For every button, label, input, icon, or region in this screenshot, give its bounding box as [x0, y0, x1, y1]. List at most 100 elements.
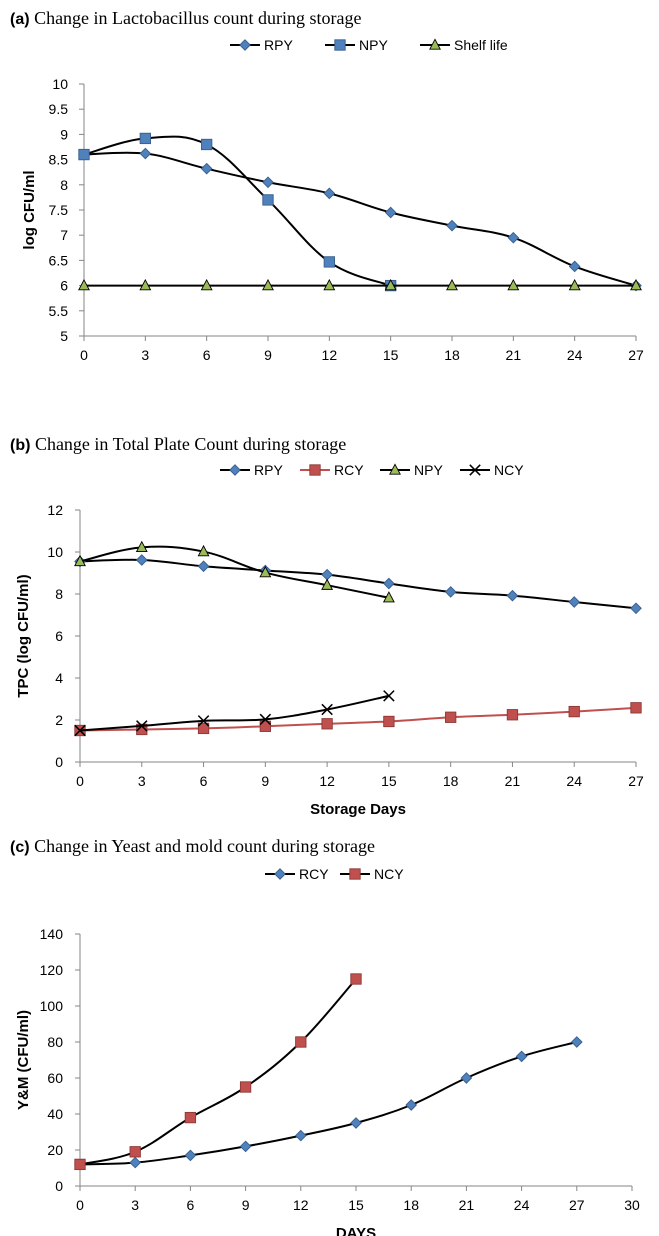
- x-axis-label: Storage Days: [310, 801, 406, 818]
- chart-title-text: Change in Lactobacillus count during sto…: [30, 8, 362, 28]
- data-point: [139, 132, 151, 145]
- x-axis-label: DAYS: [336, 1225, 376, 1236]
- x-tick-label: 15: [348, 1197, 364, 1213]
- y-tick-label: 0: [55, 754, 63, 770]
- data-point: [350, 1117, 362, 1129]
- data-point: [239, 1081, 252, 1093]
- y-axis-label: TPC (log CFU/ml): [15, 574, 32, 697]
- legend-label: RCY: [334, 462, 364, 478]
- data-point: [382, 591, 395, 603]
- legend-marker: [389, 463, 401, 475]
- data-point: [446, 278, 458, 291]
- chart-title: (a) Change in Lactobacillus count during…: [10, 8, 361, 28]
- legend-item: RCY: [265, 866, 329, 882]
- data-point: [184, 1111, 197, 1124]
- data-point: [135, 540, 148, 553]
- legend-label: NPY: [414, 462, 443, 478]
- chart-title: (b) Change in Total Plate Count during s…: [10, 434, 346, 454]
- y-tick-label: 8: [55, 586, 63, 602]
- chart-panel-a: (a) Change in Lactobacillus count during…: [0, 0, 659, 360]
- data-point: [506, 709, 519, 721]
- series-line: [79, 694, 390, 732]
- x-tick-label: 24: [567, 347, 583, 360]
- legend-item: NCY: [340, 866, 404, 882]
- series-ncy: [74, 690, 395, 737]
- legend-label: Shelf life: [454, 37, 508, 53]
- y-tick-label: 120: [40, 962, 64, 978]
- data-point: [262, 194, 274, 206]
- data-point: [129, 1156, 142, 1169]
- data-point: [136, 723, 148, 736]
- data-point: [570, 1036, 583, 1048]
- series-line: [83, 135, 392, 287]
- panel-label: (b): [10, 437, 30, 454]
- y-tick-label: 5.5: [49, 303, 69, 319]
- panel-label: (c): [10, 839, 30, 856]
- data-point: [74, 1158, 86, 1171]
- series-line: [79, 558, 637, 610]
- x-tick-label: 30: [624, 1197, 640, 1213]
- x-tick-label: 24: [514, 1197, 530, 1213]
- y-tick-label: 7.5: [49, 202, 69, 218]
- x-tick-label: 6: [187, 1197, 195, 1213]
- x-tick-label: 12: [322, 347, 338, 360]
- data-point: [384, 278, 397, 291]
- data-point: [446, 219, 458, 232]
- data-point: [78, 278, 90, 291]
- data-point: [74, 724, 86, 737]
- y-tick-label: 8: [60, 177, 68, 193]
- data-point: [568, 278, 581, 291]
- data-point: [507, 278, 520, 291]
- data-point: [262, 176, 274, 189]
- data-point: [568, 596, 581, 608]
- data-point: [201, 138, 213, 151]
- x-tick-label: 21: [506, 347, 522, 360]
- data-point: [184, 1149, 197, 1162]
- y-axis-label: Y&M (CFU/ml): [15, 1010, 32, 1110]
- series-npy: [74, 540, 395, 603]
- x-tick-label: 6: [203, 347, 211, 360]
- x-tick-label: 18: [403, 1197, 419, 1213]
- panel-label: (a): [10, 11, 30, 28]
- x-tick-label: 15: [383, 347, 399, 360]
- x-tick-label: 12: [293, 1197, 309, 1213]
- y-tick-label: 80: [47, 1034, 63, 1050]
- yeast-mold-chart: (c) Change in Yeast and mold count durin…: [10, 836, 640, 1236]
- y-tick-label: 20: [47, 1142, 63, 1158]
- y-tick-label: 140: [40, 926, 64, 942]
- y-tick-label: 0: [55, 1178, 63, 1194]
- series-line: [83, 151, 637, 287]
- data-point: [197, 715, 210, 727]
- y-tick-label: 10: [47, 544, 63, 560]
- chart-title-text: Change in Yeast and mold count during st…: [30, 836, 375, 856]
- chart-title: (c) Change in Yeast and mold count durin…: [10, 836, 375, 856]
- legend-label: RPY: [254, 462, 283, 478]
- legend-marker: [349, 868, 361, 880]
- legend-marker: [309, 464, 321, 476]
- data-point: [323, 256, 335, 268]
- x-tick-label: 21: [459, 1197, 475, 1213]
- y-tick-label: 60: [47, 1070, 63, 1086]
- legend-item: RPY: [230, 37, 293, 53]
- x-tick-label: 3: [131, 1197, 139, 1213]
- data-point: [139, 278, 152, 291]
- legend-marker: [229, 464, 241, 476]
- x-tick-label: 21: [505, 773, 521, 789]
- data-point: [568, 260, 581, 273]
- data-point: [507, 231, 520, 244]
- data-point: [321, 568, 333, 581]
- data-point: [259, 720, 271, 732]
- legend-item: NCY: [460, 462, 524, 478]
- data-point: [444, 586, 457, 598]
- data-point: [259, 713, 272, 726]
- series-rpy: [74, 554, 642, 615]
- x-tick-label: 27: [628, 347, 644, 360]
- legend-item: RPY: [220, 462, 283, 478]
- y-tick-label: 40: [47, 1106, 63, 1122]
- legend-marker: [274, 868, 286, 880]
- x-tick-label: 9: [261, 773, 269, 789]
- data-point: [445, 711, 457, 723]
- legend-label: NCY: [494, 462, 524, 478]
- data-point: [383, 690, 395, 702]
- x-tick-label: 27: [569, 1197, 585, 1213]
